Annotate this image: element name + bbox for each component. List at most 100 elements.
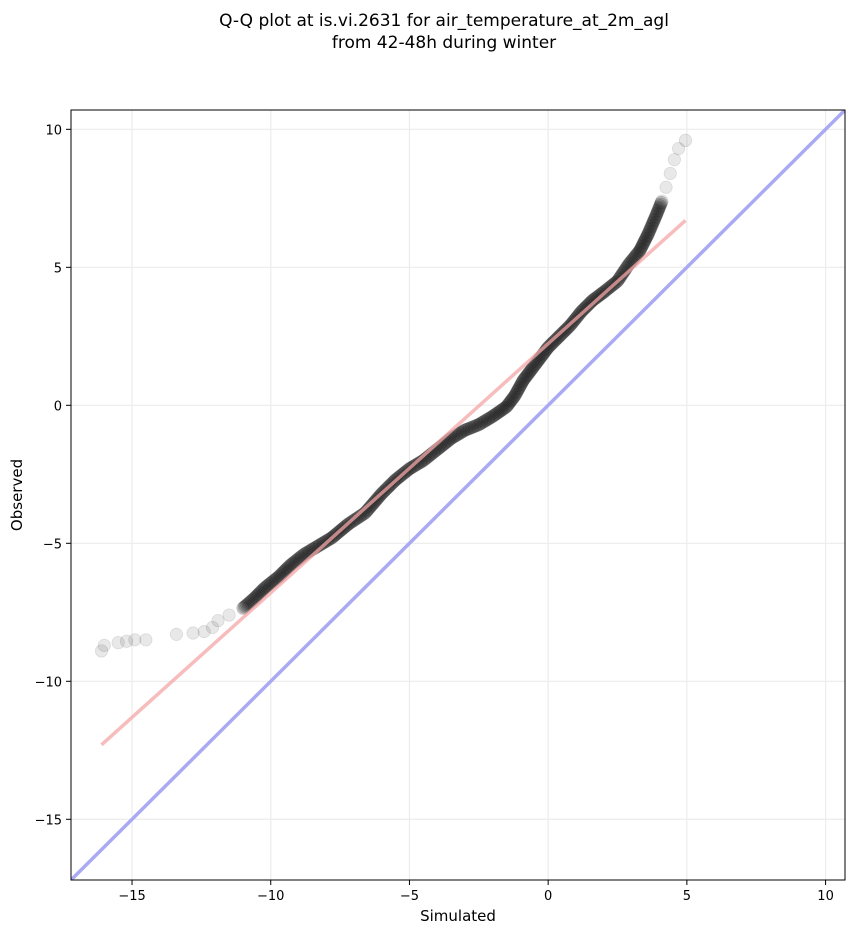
quantile-point bbox=[649, 209, 663, 223]
quantile-point bbox=[487, 408, 501, 423]
quantile-point bbox=[671, 142, 686, 156]
quantile-point bbox=[643, 223, 657, 237]
quantile-point bbox=[654, 196, 668, 210]
quantile-point bbox=[547, 335, 561, 349]
quantile-point bbox=[515, 375, 530, 389]
quantile-point bbox=[512, 380, 527, 394]
quantile-point bbox=[458, 423, 472, 437]
quantile-point bbox=[518, 371, 532, 385]
quantile-point bbox=[253, 586, 267, 600]
plot-frame bbox=[70, 109, 846, 881]
quantile-point bbox=[528, 357, 542, 372]
identity-line-group bbox=[71, 110, 845, 880]
quantile-point bbox=[473, 417, 487, 431]
quantile-point bbox=[522, 366, 536, 380]
quantile-point bbox=[529, 356, 543, 370]
quantile-point bbox=[456, 424, 471, 438]
quantile-point bbox=[508, 389, 522, 403]
quantile-point bbox=[639, 231, 653, 245]
quantile-point bbox=[549, 333, 563, 347]
quantile-point bbox=[280, 562, 294, 576]
quantile-point bbox=[497, 401, 511, 416]
quantile-point bbox=[634, 241, 648, 255]
quantile-point bbox=[139, 633, 153, 647]
quantile-point bbox=[256, 583, 270, 597]
quantile-point bbox=[494, 403, 509, 417]
quantile-point bbox=[273, 568, 287, 582]
quantile-point bbox=[502, 396, 516, 410]
quantile-point bbox=[267, 573, 281, 588]
quantile-point bbox=[631, 246, 645, 260]
y-axis-ticks: −15 −10 −5 0 5 10 bbox=[35, 123, 71, 828]
quantile-point bbox=[580, 299, 594, 313]
quantile-point bbox=[630, 247, 644, 262]
quantile-point bbox=[524, 362, 539, 377]
quantile-point bbox=[511, 383, 525, 397]
quantile-point bbox=[462, 421, 477, 435]
quantile-point bbox=[211, 613, 225, 628]
quantile-point bbox=[628, 250, 642, 264]
quantile-point bbox=[247, 591, 261, 606]
quantile-point bbox=[261, 578, 275, 593]
quantile-point bbox=[486, 409, 500, 423]
quantile-point bbox=[505, 392, 519, 406]
fit-line bbox=[100, 219, 687, 747]
quantile-point bbox=[523, 364, 538, 378]
quantile-point bbox=[464, 421, 478, 435]
quantile-point bbox=[262, 577, 276, 592]
x-tick-label: 0 bbox=[544, 889, 552, 904]
y-tick-label: −15 bbox=[35, 813, 62, 828]
quantile-point bbox=[545, 336, 560, 350]
quantile-point bbox=[498, 400, 512, 415]
x-tick-label: −5 bbox=[400, 889, 419, 904]
quantile-point bbox=[186, 626, 200, 640]
quantile-point bbox=[111, 636, 125, 650]
quantile-point bbox=[489, 407, 504, 421]
quantile-point bbox=[588, 291, 602, 306]
quantile-point bbox=[250, 588, 265, 602]
quantile-point bbox=[279, 563, 293, 577]
quantile-point bbox=[205, 620, 220, 635]
quantile-point bbox=[583, 296, 597, 310]
quantile-point bbox=[448, 429, 462, 443]
quantile-point bbox=[264, 575, 279, 590]
quantile-point bbox=[615, 267, 629, 281]
quantile-point bbox=[510, 384, 524, 399]
quantile-point bbox=[652, 202, 666, 216]
quantile-point bbox=[678, 133, 693, 148]
quantile-point bbox=[466, 420, 480, 434]
quantile-point bbox=[364, 499, 378, 513]
quantile-point bbox=[642, 224, 656, 238]
quantile-point bbox=[513, 379, 527, 393]
quantile-point bbox=[316, 536, 331, 550]
quantile-point bbox=[515, 376, 529, 390]
quantile-point bbox=[526, 360, 540, 374]
y-axis-label: Observed bbox=[8, 459, 26, 531]
quantile-point bbox=[452, 426, 466, 441]
quantile-point bbox=[519, 370, 533, 384]
quantile-point bbox=[240, 598, 254, 612]
quantile-point bbox=[451, 427, 465, 441]
quantile-point bbox=[655, 194, 669, 208]
quantile-point bbox=[640, 228, 654, 243]
quantile-point bbox=[351, 510, 365, 525]
quantile-point bbox=[488, 407, 502, 422]
quantile-point bbox=[455, 425, 469, 439]
quantile-point bbox=[249, 589, 263, 603]
quantile-point bbox=[281, 560, 295, 575]
quantile-point bbox=[238, 599, 253, 613]
quantile-point bbox=[248, 590, 262, 604]
quantile-point bbox=[507, 390, 521, 404]
quantile-point bbox=[659, 180, 673, 194]
quantile-point bbox=[667, 153, 681, 167]
quantile-point bbox=[633, 244, 647, 258]
quantile-point bbox=[284, 557, 299, 571]
quantile-point bbox=[499, 400, 514, 414]
quantile-point bbox=[251, 587, 266, 601]
quantile-point bbox=[481, 412, 496, 426]
quantile-point bbox=[258, 580, 272, 595]
quantile-point bbox=[282, 559, 296, 574]
quantile-point bbox=[197, 625, 211, 639]
quantile-point bbox=[271, 570, 285, 585]
quantile-point bbox=[454, 426, 468, 440]
